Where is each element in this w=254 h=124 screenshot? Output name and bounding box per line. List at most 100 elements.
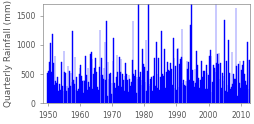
- Bar: [122, 80, 123, 103]
- Bar: [129, 79, 130, 103]
- Bar: [179, 59, 180, 103]
- Bar: [189, 25, 190, 103]
- Bar: [74, 57, 75, 103]
- Bar: [194, 69, 195, 103]
- Bar: [167, 70, 168, 103]
- Bar: [99, 30, 100, 103]
- Bar: [217, 64, 218, 103]
- Bar: [238, 83, 239, 103]
- Bar: [72, 31, 73, 103]
- Bar: [115, 77, 116, 103]
- Bar: [184, 86, 185, 103]
- Bar: [155, 42, 156, 103]
- Bar: [49, 62, 50, 103]
- Bar: [197, 78, 198, 103]
- Bar: [120, 59, 121, 103]
- Bar: [212, 64, 213, 103]
- Bar: [160, 31, 161, 103]
- Bar: [80, 65, 81, 103]
- Bar: [133, 74, 134, 103]
- Bar: [60, 90, 61, 103]
- Bar: [52, 34, 53, 103]
- Bar: [68, 88, 69, 103]
- Bar: [89, 87, 90, 103]
- Bar: [242, 61, 243, 103]
- Bar: [213, 68, 214, 103]
- Bar: [218, 53, 219, 103]
- Bar: [81, 76, 82, 103]
- Bar: [146, 91, 147, 103]
- Bar: [56, 83, 57, 103]
- Bar: [188, 80, 189, 103]
- Bar: [131, 60, 132, 103]
- Bar: [127, 93, 128, 103]
- Bar: [166, 72, 167, 103]
- Bar: [180, 57, 181, 103]
- Bar: [51, 72, 52, 103]
- Bar: [85, 56, 86, 103]
- Bar: [225, 61, 226, 103]
- Bar: [79, 68, 80, 103]
- Bar: [241, 65, 242, 103]
- Bar: [108, 79, 109, 103]
- Bar: [111, 83, 112, 103]
- Bar: [139, 72, 140, 103]
- Bar: [141, 85, 142, 103]
- Bar: [150, 79, 151, 103]
- Bar: [135, 93, 136, 103]
- Bar: [156, 88, 157, 103]
- Bar: [87, 68, 88, 103]
- Bar: [210, 56, 211, 103]
- Bar: [117, 72, 118, 103]
- Bar: [112, 61, 113, 103]
- Bar: [178, 87, 179, 103]
- Bar: [114, 83, 115, 103]
- Bar: [181, 29, 182, 103]
- Bar: [92, 89, 93, 103]
- Bar: [200, 61, 201, 103]
- Bar: [109, 74, 110, 103]
- Bar: [105, 80, 106, 103]
- Bar: [144, 82, 145, 103]
- Bar: [176, 49, 177, 103]
- Bar: [192, 81, 193, 103]
- Bar: [137, 79, 138, 103]
- Bar: [100, 75, 101, 103]
- Bar: [235, 66, 236, 103]
- Bar: [161, 91, 162, 103]
- Bar: [126, 80, 127, 103]
- Bar: [216, 54, 217, 103]
- Bar: [177, 48, 178, 103]
- Bar: [147, 4, 148, 103]
- Bar: [228, 73, 229, 103]
- Bar: [121, 87, 122, 103]
- Bar: [193, 87, 194, 103]
- Bar: [163, 49, 164, 103]
- Bar: [128, 76, 129, 103]
- Bar: [116, 55, 117, 103]
- Bar: [162, 74, 163, 103]
- Bar: [95, 85, 96, 103]
- Bar: [185, 81, 186, 103]
- Bar: [106, 96, 107, 103]
- Bar: [84, 81, 85, 103]
- Bar: [187, 62, 188, 103]
- Bar: [208, 56, 209, 103]
- Bar: [205, 65, 206, 103]
- Bar: [173, 58, 174, 103]
- Bar: [239, 61, 240, 103]
- Bar: [145, 40, 146, 103]
- Bar: [198, 89, 199, 103]
- Bar: [229, 89, 230, 103]
- Bar: [244, 81, 245, 103]
- Bar: [132, 21, 133, 103]
- Bar: [230, 87, 231, 103]
- Bar: [151, 91, 152, 103]
- Bar: [199, 80, 200, 103]
- Bar: [67, 66, 68, 103]
- Bar: [78, 74, 79, 103]
- Bar: [71, 82, 72, 103]
- Bar: [97, 87, 98, 103]
- Bar: [165, 91, 166, 103]
- Bar: [130, 86, 131, 103]
